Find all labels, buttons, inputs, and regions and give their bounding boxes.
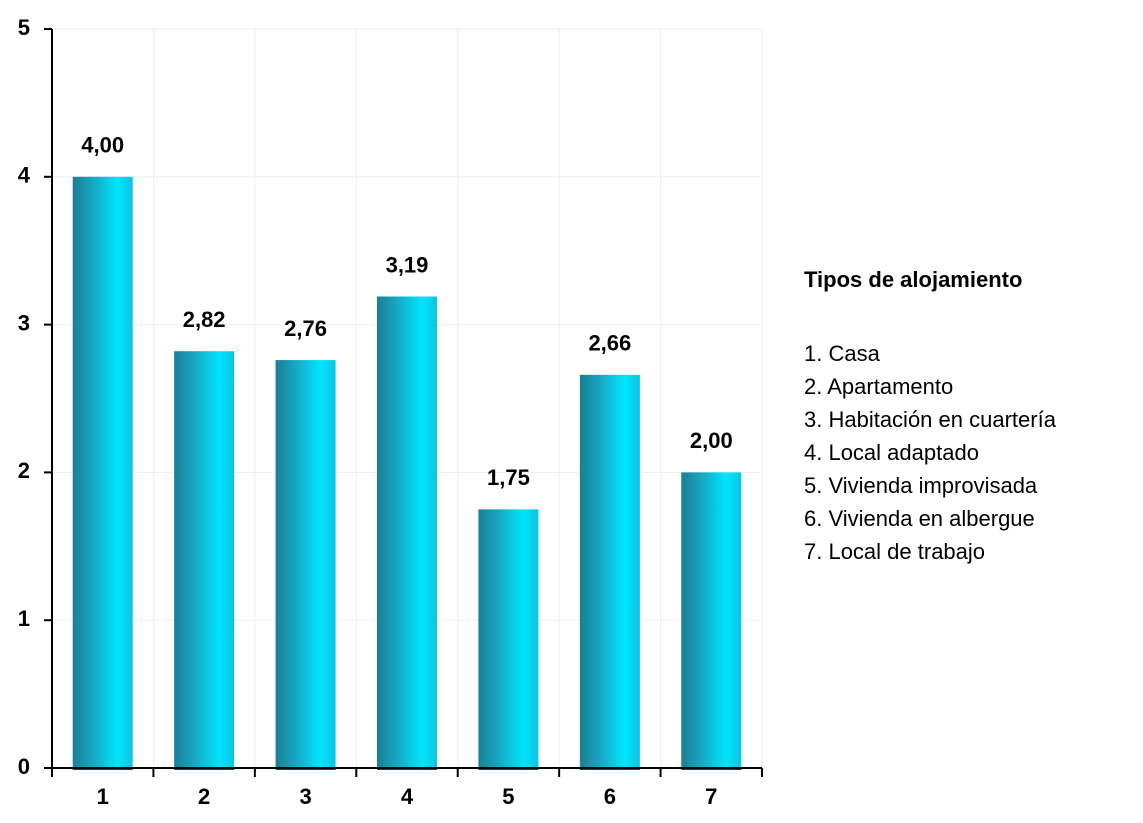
bar — [579, 374, 640, 768]
y-tick-label: 4 — [18, 163, 31, 188]
y-tick-label: 5 — [18, 15, 30, 40]
value-label: 2,76 — [284, 316, 327, 341]
x-tick-label: 7 — [705, 784, 717, 809]
x-tick-label: 4 — [401, 784, 414, 809]
bar — [174, 351, 235, 768]
legend-item: 3. Habitación en cuartería — [804, 407, 1057, 432]
value-label: 4,00 — [81, 133, 124, 158]
value-label: 3,19 — [386, 252, 429, 277]
legend-title: Tipos de alojamiento — [804, 267, 1022, 292]
bar — [478, 509, 539, 768]
legend-item: 4. Local adaptado — [804, 440, 979, 465]
y-tick-label: 2 — [18, 458, 30, 483]
x-tick-label: 6 — [604, 784, 616, 809]
x-tick-label: 2 — [198, 784, 210, 809]
legend-item: 6. Vivienda en albergue — [804, 506, 1035, 531]
y-tick-label: 0 — [18, 754, 30, 779]
legend-item: 1. Casa — [804, 341, 881, 366]
legend-item: 5. Vivienda improvisada — [804, 473, 1038, 498]
bar — [275, 360, 336, 768]
bar — [681, 472, 742, 768]
y-tick-label: 3 — [18, 310, 30, 335]
value-label: 2,66 — [588, 331, 631, 356]
value-label: 2,82 — [183, 307, 226, 332]
legend-item: 2. Apartamento — [804, 374, 953, 399]
x-tick-label: 3 — [299, 784, 311, 809]
value-label: 1,75 — [487, 465, 530, 490]
x-tick-label: 1 — [97, 784, 109, 809]
value-label: 2,00 — [690, 428, 733, 453]
x-tick-label: 5 — [502, 784, 514, 809]
bar — [377, 296, 437, 768]
legend-item: 7. Local de trabajo — [804, 539, 985, 564]
bar — [72, 176, 133, 769]
y-tick-label: 1 — [18, 606, 30, 631]
